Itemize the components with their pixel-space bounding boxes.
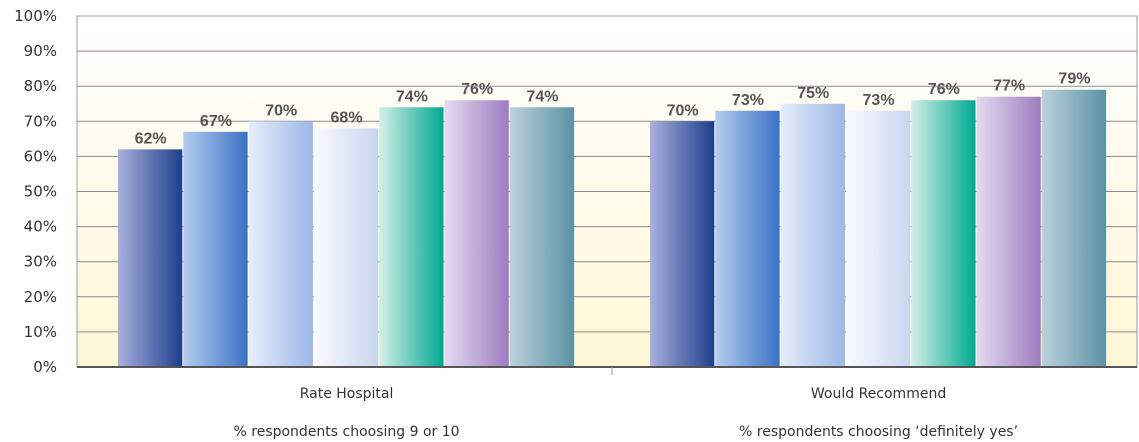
y-tick-label: 70% (24, 112, 57, 130)
data-labels: 62% 67% 70% 68% 74% 76% 74% 70% 73% 75% 73% 76% 77% 7… (135, 71, 1091, 148)
y-tick-label: 90% (24, 42, 57, 60)
bar (379, 107, 444, 367)
y-tick-label: 0% (33, 358, 57, 376)
data-label: 62% (135, 130, 167, 147)
data-label: 79% (1058, 71, 1090, 88)
y-tick-label: 20% (24, 288, 57, 306)
bars (118, 89, 1107, 368)
data-label: 67% (200, 113, 232, 130)
category-label: Would Recommend (811, 386, 946, 402)
y-tick-label: 40% (24, 218, 57, 236)
data-label: 74% (396, 88, 428, 105)
bar (118, 149, 183, 367)
bar (509, 107, 575, 367)
bar (845, 110, 911, 368)
data-label: 70% (667, 102, 699, 119)
bar (911, 100, 976, 368)
data-label: 73% (863, 92, 895, 109)
bar (183, 131, 248, 367)
category-label: Rate Hospital (300, 386, 394, 402)
bar (1041, 89, 1107, 368)
bar (715, 110, 780, 368)
y-tick-label: 10% (24, 323, 57, 341)
y-tick-label: 60% (24, 147, 57, 165)
data-label: 75% (797, 85, 829, 102)
bar (444, 100, 509, 368)
y-tick-label: 100% (14, 7, 57, 25)
y-tick-label: 50% (24, 183, 57, 201)
data-label: 76% (928, 81, 960, 98)
data-label: 68% (331, 109, 363, 126)
y-tick-label: 80% (24, 77, 57, 95)
bar (650, 121, 715, 367)
category-sublabel: % respondents choosing ‘definitely yes’ (739, 424, 1018, 440)
bar (313, 128, 379, 367)
y-axis-ticks: 0% 10% 20% 30% 40% 50% 60% 70% 80% 90% 100% (14, 7, 57, 376)
bar (780, 103, 845, 367)
data-label: 70% (265, 102, 297, 119)
data-label: 76% (461, 81, 493, 98)
data-label: 74% (526, 88, 558, 105)
y-tick-label: 30% (24, 253, 57, 271)
category-labels: Rate Hospital % respondents choosing 9 or… (234, 386, 1019, 440)
bar (248, 121, 313, 367)
category-sublabel: % respondents choosing 9 or 10 (234, 424, 460, 440)
bar (976, 96, 1041, 367)
data-label: 73% (732, 92, 764, 109)
data-label: 77% (993, 78, 1025, 95)
